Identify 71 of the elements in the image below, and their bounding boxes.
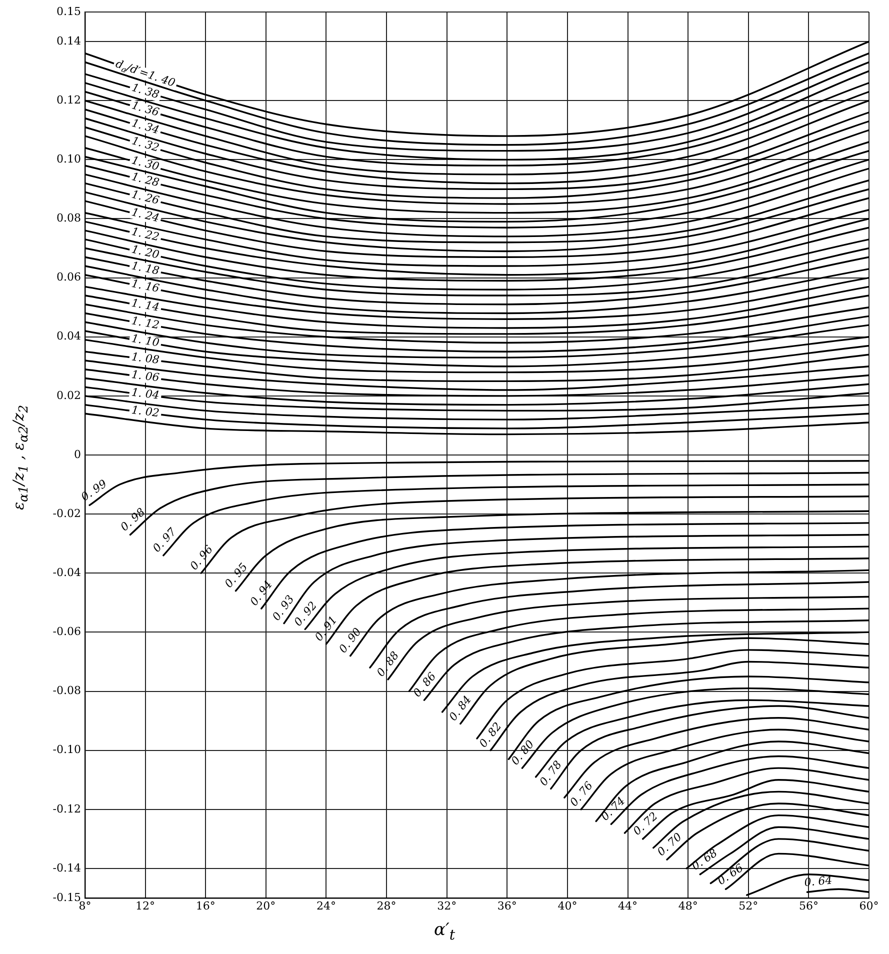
text: 1. 18 bbox=[130, 259, 160, 278]
y-tick-label: -0.10 bbox=[52, 743, 81, 756]
text: 0. 84 bbox=[446, 693, 474, 724]
text: 1. 16 bbox=[130, 276, 160, 296]
text: 0. 96 bbox=[188, 542, 216, 573]
y-tick-label: -0.06 bbox=[52, 625, 81, 638]
y-tick-label: 0.14 bbox=[56, 34, 81, 48]
line-series bbox=[564, 716, 869, 798]
text: 1. 32 bbox=[130, 134, 161, 154]
x-tick-label: 56° bbox=[798, 899, 818, 912]
y-tick-label: 0.04 bbox=[56, 330, 81, 343]
text: 1. 38 bbox=[130, 80, 161, 102]
line-series bbox=[441, 631, 869, 713]
text: 1. 04 bbox=[130, 386, 160, 402]
y-tick-label: -0.14 bbox=[52, 861, 81, 874]
y-tick-label: 0.06 bbox=[56, 270, 81, 284]
text: 1. 14 bbox=[130, 296, 160, 314]
text: 0. 78 bbox=[536, 758, 564, 788]
y-tick-label: 0.10 bbox=[56, 152, 81, 166]
x-tick-label: 20° bbox=[256, 899, 276, 912]
text: 1. 26 bbox=[130, 188, 161, 208]
y-tick-label: -0.08 bbox=[52, 684, 81, 698]
line-series bbox=[369, 581, 869, 668]
y-tick-label: -0.12 bbox=[52, 802, 81, 816]
text: 0. 98 bbox=[118, 505, 148, 534]
text: 1. 20 bbox=[130, 242, 160, 262]
x-axis-title: α′$_{t}$ bbox=[432, 920, 456, 944]
x-tick-label: 16° bbox=[196, 899, 216, 912]
y-tick-label: 0.15 bbox=[56, 4, 81, 18]
x-tick-label: 40° bbox=[558, 899, 578, 912]
text: 1. 30 bbox=[130, 154, 161, 174]
text: 1. 06 bbox=[130, 368, 160, 384]
y-tick-label: 0.02 bbox=[56, 388, 81, 402]
text: 1. 36 bbox=[130, 98, 161, 120]
text: 0. 80 bbox=[508, 738, 537, 768]
x-tick-label: 24° bbox=[316, 899, 336, 912]
text: 0. 88 bbox=[374, 649, 402, 680]
text: 0. 97 bbox=[150, 525, 179, 555]
line-series bbox=[325, 558, 869, 645]
x-tick-label: 12° bbox=[136, 899, 156, 912]
text: 1. 12 bbox=[130, 314, 160, 332]
y-tick-label: 0 bbox=[74, 448, 81, 461]
x-tick-label: 60° bbox=[859, 899, 879, 912]
line-series bbox=[624, 767, 869, 834]
line-series bbox=[476, 649, 869, 740]
text: 1. 34 bbox=[130, 116, 161, 137]
x-tick-label: 8° bbox=[78, 899, 92, 912]
x-tick-label: 44° bbox=[618, 899, 638, 912]
x-tick-label: 32° bbox=[437, 899, 457, 912]
text: 1. 22 bbox=[130, 224, 160, 244]
text: 1. 10 bbox=[130, 332, 160, 350]
y-tick-label: -0.04 bbox=[52, 566, 81, 579]
text: 0. 76 bbox=[567, 779, 596, 809]
y-tick-label: -0.02 bbox=[52, 506, 81, 520]
x-tick-label: 36° bbox=[497, 899, 517, 912]
line-series bbox=[580, 728, 869, 810]
line-series bbox=[534, 699, 869, 778]
text: 0. 82 bbox=[476, 720, 504, 750]
text: 1. 08 bbox=[130, 350, 160, 367]
text: 1. 24 bbox=[130, 206, 161, 225]
y-tick-label: -0.15 bbox=[52, 890, 81, 904]
text: 1. 02 bbox=[130, 403, 160, 420]
text: 0. 64 bbox=[804, 874, 833, 890]
line-series bbox=[610, 755, 869, 826]
text: 0. 86 bbox=[410, 670, 439, 700]
x-tick-label: 28° bbox=[376, 899, 396, 912]
y-tick-label: 0.08 bbox=[56, 212, 81, 225]
x-tick-label: 48° bbox=[678, 899, 698, 912]
y-tick-label: 0.12 bbox=[56, 93, 81, 106]
x-tick-label: 52° bbox=[738, 899, 758, 912]
text: 1. 28 bbox=[130, 170, 161, 190]
